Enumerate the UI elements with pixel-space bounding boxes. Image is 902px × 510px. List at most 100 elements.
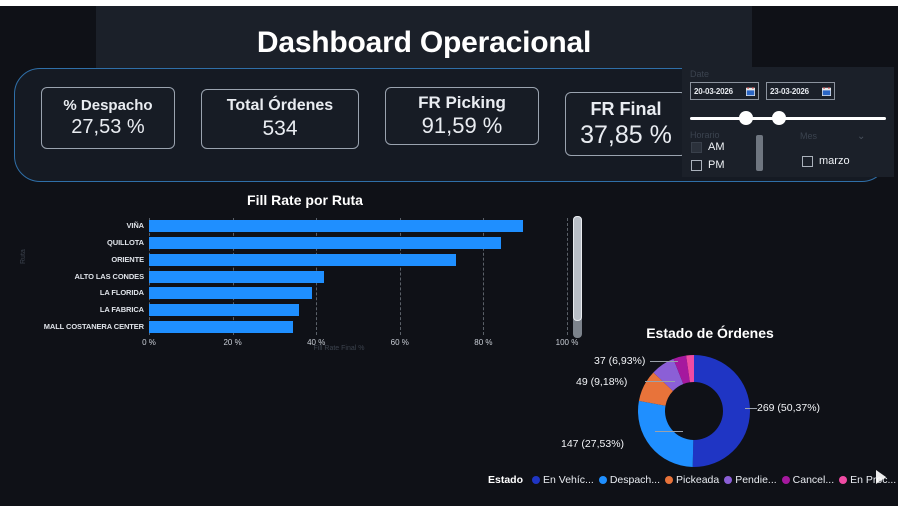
donut-legend: Estado En Vehíc... Despach... Pickeada Pend… — [488, 474, 896, 486]
bar-chart-bar[interactable] — [149, 237, 501, 250]
legend-color-swatch — [724, 476, 733, 484]
kpi-fr-picking-label: FR Picking — [418, 93, 506, 113]
bar-chart-bar[interactable] — [149, 320, 293, 333]
bar-chart-row[interactable]: LA FABRICA — [100, 303, 567, 316]
donut-slice[interactable] — [673, 355, 690, 385]
bar-chart-bar[interactable] — [149, 270, 324, 283]
donut-data-label: 147 (27,53%) — [561, 438, 625, 450]
donut-leader-line — [645, 381, 675, 382]
donut-chart[interactable] — [638, 355, 750, 467]
bar-chart-category-label: ORIENTE — [111, 254, 144, 264]
horario-pm-label: PM — [708, 159, 725, 171]
date-range-inputs: 20-03-2026 23-03-2026 — [690, 82, 835, 100]
legend-color-swatch — [598, 476, 607, 484]
legend-item[interactable]: En Proc... — [839, 474, 896, 486]
legend-color-swatch — [839, 476, 848, 484]
legend-item-label: En Vehíc... — [543, 474, 594, 486]
legend-title: Estado — [488, 474, 524, 486]
bar-chart-gridline — [567, 218, 568, 335]
kpi-despacho-value: 27,53 % — [71, 116, 145, 139]
donut-slice[interactable] — [638, 372, 673, 406]
donut-slice[interactable] — [638, 400, 694, 467]
calendar-icon[interactable] — [822, 86, 831, 96]
legend-color-swatch — [665, 476, 674, 484]
legend-item[interactable]: Cancel... — [781, 474, 834, 486]
bar-chart-scrollbar[interactable] — [573, 216, 582, 338]
bar-chart-row[interactable]: ORIENTE — [111, 253, 567, 266]
kpi-total-ordenes-label: Total Órdenes — [226, 97, 334, 115]
legend-item-label: Pendie... — [735, 474, 777, 486]
bar-chart-gridline — [483, 218, 485, 335]
checkbox-am-icon[interactable] — [691, 141, 702, 153]
slider-handle-start[interactable] — [739, 111, 753, 125]
bar-chart-category-label: LA FABRICA — [99, 304, 144, 314]
mes-slicer-title: Mes — [800, 131, 818, 141]
calendar-icon[interactable] — [746, 86, 755, 96]
bar-chart-row[interactable]: ALTO LAS CONDES — [75, 270, 567, 283]
bar-chart-category-label: VIÑA — [126, 221, 144, 231]
bar-chart-bar[interactable] — [149, 303, 300, 316]
slider-handle-end[interactable] — [772, 111, 786, 125]
kpi-fr-final-value: 37,85 % — [580, 121, 672, 150]
bar-chart-x-tick: 0 % — [142, 338, 156, 347]
donut-slice[interactable] — [653, 358, 684, 392]
horario-option-am[interactable]: AM — [691, 141, 725, 153]
slicer-panel: Date 20-03-2026 23-03-2026 — [682, 67, 894, 177]
play-icon[interactable] — [876, 470, 886, 484]
checkbox-marzo-icon[interactable] — [802, 155, 813, 167]
legend-item[interactable]: Pendie... — [724, 474, 777, 486]
legend-item[interactable]: En Vehíc... — [532, 474, 594, 486]
donut-chart-title: Estado de Órdenes — [646, 325, 774, 341]
bar-chart-bar[interactable] — [149, 287, 313, 300]
kpi-fr-final[interactable]: FR Final 37,85 % — [565, 92, 687, 156]
legend-item-label: Despach... — [609, 474, 661, 486]
bar-chart-bar[interactable] — [149, 253, 456, 266]
bar-chart-category-label: MALL COSTANERA CENTER — [43, 321, 144, 331]
kpi-fr-final-label: FR Final — [590, 98, 662, 119]
bar-chart-x-tick: 100 % — [555, 338, 579, 347]
date-range-slider[interactable] — [690, 111, 886, 127]
kpi-total-ordenes[interactable]: Total Órdenes 534 — [201, 89, 359, 149]
legend-item[interactable]: Despach... — [598, 474, 661, 486]
legend-item[interactable]: Pickeada — [665, 474, 719, 486]
horario-slicer-title: Horario — [690, 130, 720, 140]
horario-option-pm[interactable]: PM — [691, 159, 725, 171]
donut-data-label: 269 (50,37%) — [757, 402, 821, 414]
date-end-value: 23-03-2026 — [770, 86, 809, 96]
kpi-row: % Despacho 27,53 % Total Órdenes 534 FR … — [41, 87, 687, 156]
legend-color-swatch — [532, 476, 541, 484]
window-right-edge — [898, 0, 902, 510]
legend-color-swatch — [781, 476, 790, 484]
bar-chart-row[interactable]: LA FLORIDA — [100, 287, 567, 300]
date-end-field[interactable]: 23-03-2026 — [766, 82, 835, 100]
donut-data-label: 49 (9,18%) — [576, 376, 628, 388]
bar-chart-scroll-thumb[interactable] — [573, 216, 582, 321]
slicer-scrollbar[interactable] — [756, 135, 763, 171]
bar-chart-row[interactable]: VIÑA — [126, 220, 567, 233]
kpi-fr-picking[interactable]: FR Picking 91,59 % — [385, 87, 539, 145]
bar-chart-x-tick: 60 % — [390, 338, 409, 347]
donut-slice[interactable] — [692, 355, 750, 467]
date-start-field[interactable]: 20-03-2026 — [690, 82, 759, 100]
kpi-despacho[interactable]: % Despacho 27,53 % — [41, 87, 175, 149]
bar-chart-row[interactable]: QUILLOTA — [107, 237, 567, 250]
horario-am-label: AM — [708, 141, 725, 153]
donut-data-label: 37 (6,93%) — [594, 355, 646, 367]
chevron-down-icon[interactable]: ⌄ — [857, 131, 866, 142]
bar-chart-category-label: QUILLOTA — [107, 238, 144, 248]
bar-chart-bar[interactable] — [149, 220, 523, 233]
checkbox-pm-icon[interactable] — [691, 159, 702, 171]
bar-chart-category-label: ALTO LAS CONDES — [74, 271, 145, 281]
bar-chart-x-tick: 80 % — [474, 338, 493, 347]
bar-chart-category-label: LA FLORIDA — [99, 288, 144, 298]
mes-marzo-label: marzo — [819, 155, 850, 167]
donut-slice[interactable] — [686, 355, 694, 383]
bar-chart-title: Fill Rate por Ruta — [247, 192, 363, 208]
kpi-fr-picking-value: 91,59 % — [421, 113, 503, 139]
bar-chart-x-tick: 20 % — [223, 338, 242, 347]
mes-option-marzo[interactable]: marzo — [802, 155, 850, 167]
legend-item-label: En Proc... — [850, 474, 897, 486]
kpi-despacho-label: % Despacho — [63, 96, 153, 114]
bar-chart-plot: 0 % 20 % 40 % 60 % 80 % 100 % VIÑA QUILLOTA ORIE… — [44, 218, 578, 347]
bar-chart-row[interactable]: MALL COSTANERA CENTER — [44, 320, 567, 333]
